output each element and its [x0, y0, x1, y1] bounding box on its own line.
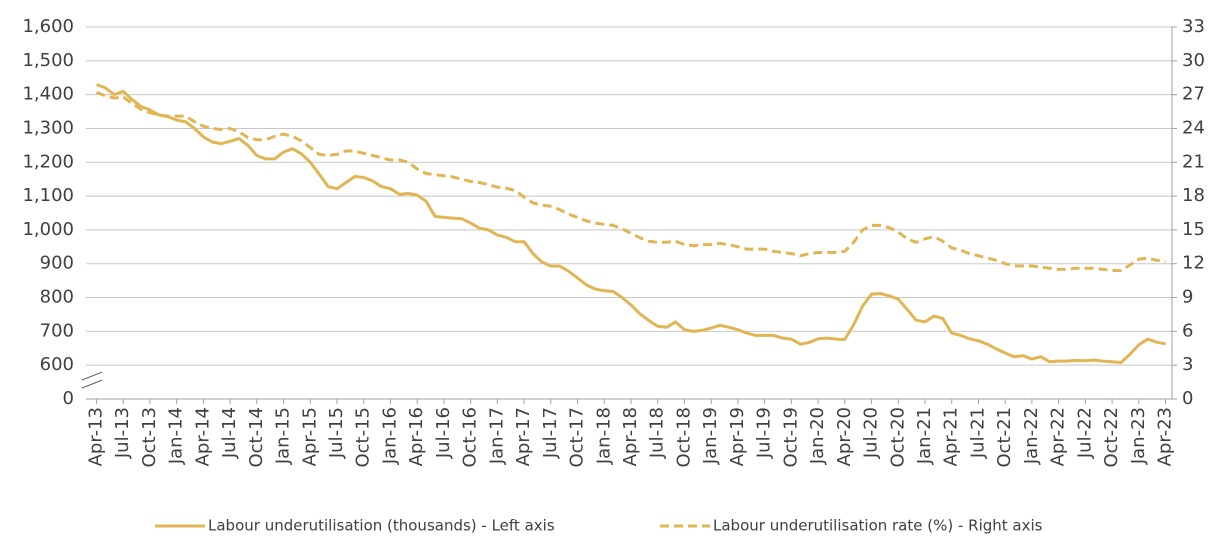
x-tick-label: Apr-19	[727, 407, 748, 466]
x-tick-label: Jul-21	[967, 407, 988, 459]
x-tick-label: Apr-21	[941, 407, 962, 466]
x-tick-label: Jan-22	[1021, 407, 1042, 465]
y-tick-label: 600	[40, 354, 74, 375]
x-tick-label: Jul-13	[112, 407, 133, 459]
y2-tick-label: 27	[1182, 84, 1205, 105]
x-tick-label: Jul-15	[326, 407, 347, 459]
y-tick-label: 800	[40, 287, 74, 308]
y2-tick-label: 18	[1182, 185, 1205, 206]
x-tick-label: Apr-14	[192, 407, 213, 466]
x-tick-label: Apr-13	[85, 407, 106, 466]
x-tick-label: Apr-22	[1048, 407, 1069, 466]
y-tick-label: 1,500	[22, 50, 74, 71]
y-tick-label: 1,300	[22, 117, 74, 138]
series-line	[95, 90, 1166, 272]
x-tick-label: Jan-21	[914, 407, 935, 465]
x-tick-label: Oct-15	[353, 407, 374, 468]
x-tick-label: Oct-14	[246, 407, 267, 468]
y2-tick-label: 15	[1182, 219, 1205, 240]
y-tick-label: 1,400	[22, 84, 74, 105]
x-tick-label: Oct-20	[887, 407, 908, 468]
x-tick-label: Oct-19	[780, 407, 801, 468]
x-tick-label: Jan-14	[166, 407, 187, 465]
x-tick-label: Apr-17	[513, 407, 534, 466]
y2-tick-label: 24	[1182, 117, 1205, 138]
x-tick-label: Jul-18	[647, 407, 668, 459]
y2-tick-label: 21	[1182, 151, 1205, 172]
axis-break	[81, 379, 103, 389]
x-tick-label: Jul-16	[433, 407, 454, 459]
x-tick-label: Oct-21	[994, 407, 1015, 468]
y2-tick-label: 6	[1182, 320, 1193, 341]
y2-tick-label: 3	[1182, 354, 1193, 375]
x-tick-label: Jan-23	[1128, 407, 1149, 465]
y2-tick-label: 33	[1182, 16, 1205, 37]
legend-label: Labour underutilisation (thousands) - Le…	[208, 517, 555, 535]
x-tick-label: Jan-17	[486, 407, 507, 465]
y2-tick-label: 30	[1182, 50, 1205, 71]
x-tick-label: Apr-20	[834, 407, 855, 466]
x-tick-label: Jul-19	[754, 407, 775, 459]
y-tick-label: 1,000	[22, 219, 74, 240]
x-tick-label: Jan-18	[593, 407, 614, 465]
x-tick-label: Jul-22	[1074, 407, 1095, 459]
y-tick-label: 1,200	[22, 151, 74, 172]
x-tick-label: Jan-16	[379, 407, 400, 465]
y2-tick-label: 12	[1182, 253, 1205, 274]
x-tick-label: Apr-15	[299, 407, 320, 466]
x-tick-label: Oct-18	[673, 407, 694, 468]
x-tick-label: Oct-16	[460, 407, 481, 468]
x-tick-label: Oct-17	[567, 407, 588, 468]
y-tick-label: 700	[40, 320, 74, 341]
y2-tick-label: 0	[1182, 388, 1193, 409]
x-tick-label: Jul-20	[861, 407, 882, 459]
y-tick-label: 1,100	[22, 185, 74, 206]
x-tick-label: Apr-16	[406, 407, 427, 466]
y-tick-label: 900	[40, 253, 74, 274]
x-tick-label: Apr-18	[620, 407, 641, 466]
x-tick-label: Jan-19	[700, 407, 721, 465]
y2-tick-label: 9	[1182, 287, 1193, 308]
y-tick-label: 0	[63, 388, 74, 409]
series-line	[95, 83, 1166, 364]
legend-label: Labour underutilisation rate (%) - Right…	[713, 517, 1043, 535]
axis-break	[81, 371, 103, 381]
x-tick-label: Jan-15	[273, 407, 294, 465]
x-tick-label: Jan-20	[807, 407, 828, 465]
x-tick-label: Jul-14	[219, 407, 240, 459]
x-tick-label: Apr-23	[1155, 407, 1176, 466]
axis-break-gap	[80, 376, 104, 389]
x-tick-label: Jul-17	[540, 407, 561, 459]
x-tick-label: Oct-13	[139, 407, 160, 468]
y-tick-label: 1,600	[22, 16, 74, 37]
x-tick-label: Oct-22	[1101, 407, 1122, 468]
